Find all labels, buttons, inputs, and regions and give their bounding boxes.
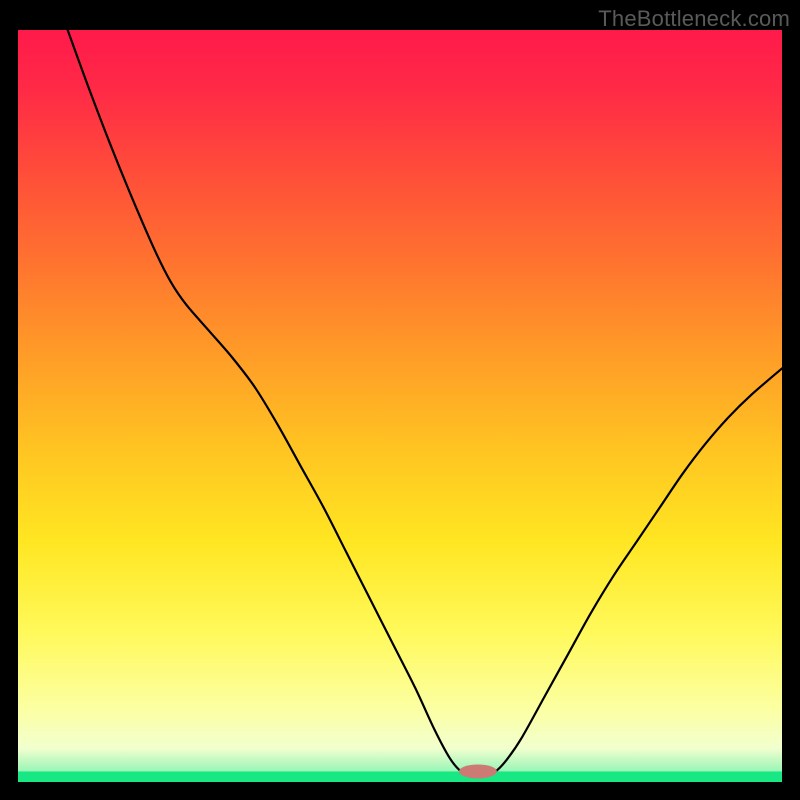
plot-area <box>18 30 782 782</box>
chart-svg <box>18 30 782 782</box>
watermark-text: TheBottleneck.com <box>598 6 790 32</box>
optimal-marker <box>459 764 497 778</box>
gradient-background <box>18 30 782 782</box>
chart-frame: TheBottleneck.com <box>0 0 800 800</box>
green-baseline-band <box>18 771 782 782</box>
